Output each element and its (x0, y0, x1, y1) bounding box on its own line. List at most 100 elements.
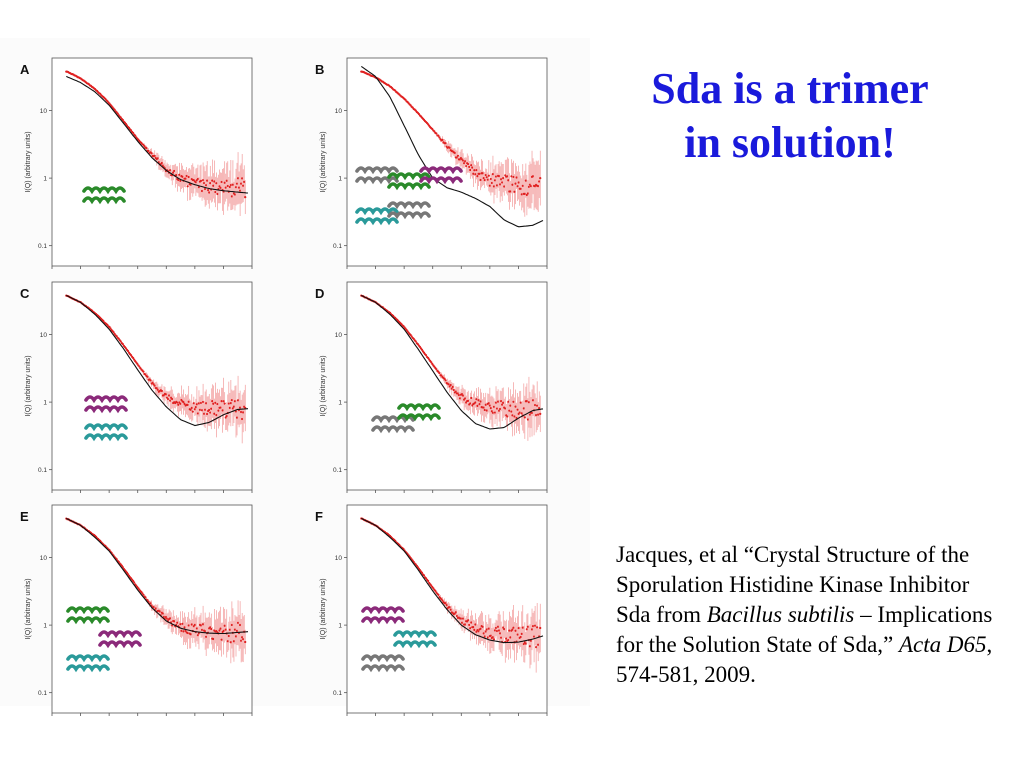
data-point (215, 182, 218, 185)
data-point (233, 628, 237, 631)
data-point (187, 175, 190, 179)
data-point (467, 399, 470, 402)
data-point (524, 179, 527, 182)
data-point (186, 403, 189, 406)
data-point (191, 410, 194, 413)
data-point (218, 629, 221, 632)
data-point (481, 625, 484, 628)
chart-f: F0.000.050.100.150.200.250.300.351010.1Q… (315, 504, 548, 716)
data-point (193, 408, 196, 411)
data-point (520, 193, 523, 196)
citation: Jacques, et al “Crystal Structure of the… (616, 540, 1006, 690)
data-point (234, 635, 238, 638)
helix-segment (361, 664, 405, 673)
data-point (208, 191, 211, 194)
helix-purple (84, 395, 128, 414)
y-tick-label: 1 (338, 400, 342, 407)
data-point (221, 409, 224, 412)
data-point (214, 401, 217, 404)
data-point (441, 599, 444, 602)
data-point (116, 112, 119, 115)
data-point (530, 411, 534, 415)
data-point (133, 581, 136, 584)
data-point (194, 181, 197, 184)
data-point (220, 400, 223, 403)
data-point (133, 358, 136, 361)
data-point (538, 180, 541, 183)
data-point (151, 381, 154, 384)
data-point (537, 643, 540, 646)
data-point (179, 623, 182, 626)
data-point (119, 340, 122, 343)
data-point (486, 178, 489, 181)
data-point (165, 617, 169, 620)
data-point (176, 401, 179, 404)
helix-green (387, 172, 431, 191)
data-point (499, 183, 502, 186)
data-point (503, 628, 506, 631)
panel-letter: A (20, 62, 30, 77)
data-point (536, 404, 539, 407)
data-point (493, 179, 497, 182)
data-point (523, 192, 526, 195)
data-point (200, 628, 204, 631)
y-tick-label: 1 (338, 176, 342, 183)
helix-purple (98, 630, 142, 649)
data-point (430, 584, 433, 587)
data-point (240, 410, 243, 414)
data-point (509, 404, 512, 407)
title-line-1: Sda is a trimer (651, 64, 929, 113)
data-point (487, 402, 490, 405)
data-series (65, 294, 247, 444)
data-point (490, 181, 494, 185)
data-point (513, 415, 516, 418)
data-point (494, 401, 498, 404)
data-point (234, 410, 238, 413)
data-point (441, 138, 444, 141)
y-tick-label: 0.1 (38, 243, 47, 250)
data-point (181, 175, 184, 178)
data-point (167, 397, 170, 401)
data-point (231, 183, 235, 186)
data-point (414, 340, 417, 343)
data-point (187, 400, 190, 403)
y-tick-label: 1 (43, 176, 47, 183)
data-point (474, 623, 477, 626)
data-point (186, 185, 189, 188)
data-point (475, 168, 478, 172)
molecule-cartoon (84, 395, 128, 442)
data-point (504, 407, 507, 410)
data-point (194, 405, 197, 409)
data-point (485, 628, 488, 631)
data-point (144, 596, 147, 599)
data-point (526, 192, 530, 195)
data-point (206, 179, 209, 182)
data-point (438, 136, 441, 139)
data-point (474, 173, 477, 176)
data-point (489, 177, 492, 181)
helix-green (66, 606, 110, 625)
data-point (206, 412, 209, 416)
data-point (209, 182, 212, 185)
data-point (468, 165, 471, 169)
data-point (229, 183, 232, 187)
data-point (129, 354, 133, 357)
data-point (242, 638, 245, 641)
data-point (112, 331, 115, 334)
data-point (482, 176, 485, 180)
data-point (452, 388, 455, 392)
data-point (231, 407, 235, 410)
data-point (507, 638, 510, 642)
y-axis-label: I(Q) (arbitrary units) (320, 578, 327, 639)
data-point (493, 411, 497, 414)
data-point (539, 176, 542, 180)
data-point (516, 408, 519, 411)
data-point (183, 626, 186, 629)
y-tick-label: 10 (40, 555, 48, 562)
y-tick-label: 10 (335, 108, 343, 115)
data-point (510, 175, 513, 178)
y-axis-label: I(Q) (arbitrary units) (25, 131, 32, 192)
helix-segment (66, 606, 110, 615)
data-point (205, 184, 208, 187)
y-tick-label: 0.1 (333, 690, 342, 697)
